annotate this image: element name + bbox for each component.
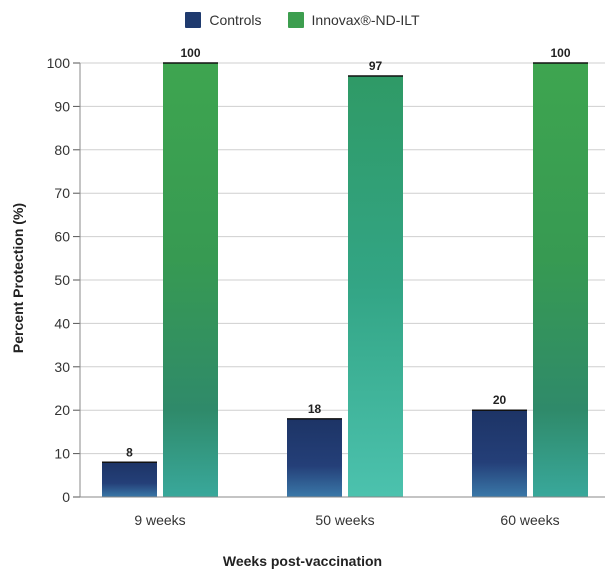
y-tick-label: 100: [47, 55, 71, 71]
y-tick-label: 60: [54, 229, 70, 245]
y-tick-label: 90: [54, 98, 70, 114]
bar-innovax-1: [163, 63, 218, 497]
data-label: 100: [180, 46, 200, 60]
legend-item-innovax: Innovax®-ND-ILT: [287, 12, 420, 28]
x-tick-label: 9 weeks: [134, 512, 185, 528]
data-label: 97: [369, 59, 383, 73]
bar-controls-1: [102, 462, 157, 497]
y-tick-label: 50: [54, 272, 70, 288]
legend-label-innovax: Innovax®-ND-ILT: [311, 12, 420, 28]
bar-innovax-2: [348, 76, 403, 498]
bar-controls-2: [287, 418, 342, 497]
data-label: 8: [126, 445, 133, 459]
chart-legend: Controls Innovax®-ND-ILT: [0, 12, 605, 28]
legend-label-controls: Controls: [209, 12, 262, 28]
y-tick-label: 0: [62, 489, 70, 505]
y-tick-label: 20: [54, 402, 70, 418]
data-label: 20: [493, 393, 507, 407]
bar-innovax-3: [533, 63, 588, 497]
legend-item-controls: Controls: [185, 12, 262, 28]
legend-swatch-innovax: [287, 12, 304, 28]
y-tick-label: 80: [54, 142, 70, 158]
legend-swatch-controls: [185, 12, 202, 28]
y-tick-label: 70: [54, 185, 70, 201]
x-axis-label: Weeks post-vaccination: [222, 553, 383, 569]
y-tick-label: 10: [54, 446, 70, 462]
y-axis-label: Percent Protection (%): [10, 202, 26, 354]
x-tick-label: 60 weeks: [500, 512, 559, 528]
y-tick-label: 40: [54, 315, 70, 331]
data-label: 18: [308, 402, 322, 416]
y-tick-label: 30: [54, 359, 70, 375]
data-label: 100: [550, 46, 570, 60]
bar-controls-3: [472, 410, 527, 497]
x-tick-label: 50 weeks: [315, 512, 374, 528]
